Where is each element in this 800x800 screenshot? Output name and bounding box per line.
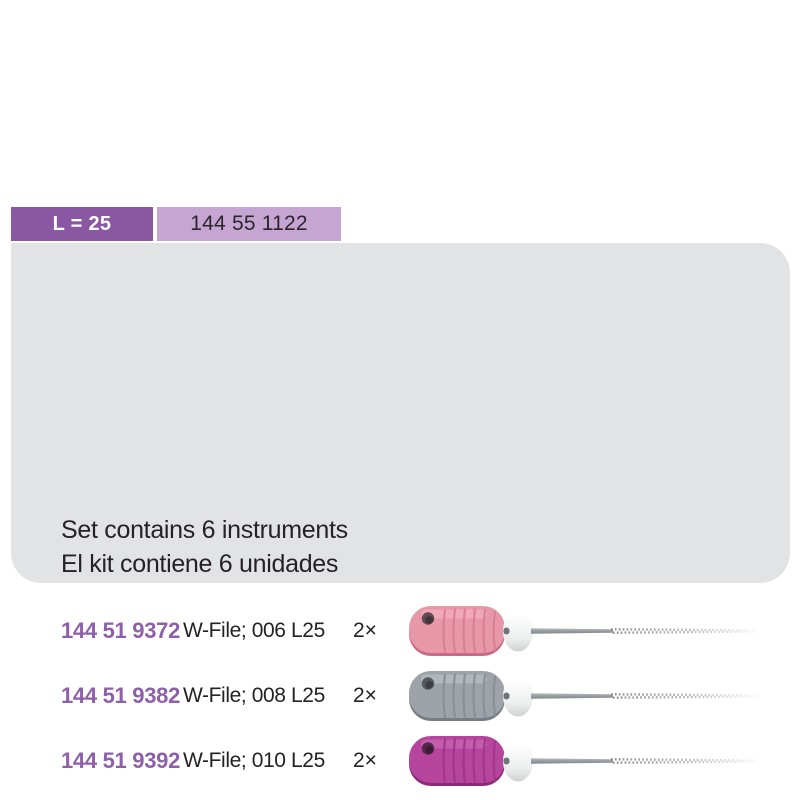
- set-description-es: El kit contiene 6 unidades: [61, 550, 339, 578]
- product-code: 144 51 9372: [61, 618, 181, 643]
- product-row: 144 51 9372 W-File; 006 L25 2×: [61, 603, 785, 659]
- product-quantity: 2×: [353, 619, 377, 642]
- silicone-stop: [503, 675, 533, 717]
- set-description: Set contains 6 instruments El kit contie…: [61, 513, 348, 581]
- order-number: 144 55 1122: [190, 212, 308, 235]
- handle-ridges: [442, 608, 497, 654]
- product-quantity: 2×: [353, 749, 377, 772]
- handle-hole: [421, 742, 435, 755]
- file-handle: [409, 736, 505, 786]
- set-description-en: Set contains 6 instruments: [61, 516, 348, 544]
- product-row: 144 51 9392 W-File; 010 L25 2×: [61, 733, 785, 789]
- stop-slot: [503, 627, 510, 635]
- silicone-stop: [503, 740, 533, 782]
- stop-slot: [503, 757, 510, 765]
- product-header: L = 25 144 55 1122: [11, 207, 341, 241]
- length-badge: L = 25: [11, 207, 153, 241]
- file-shaft: [531, 758, 613, 764]
- product-code: 144 51 9382: [61, 683, 181, 708]
- handle-ridges: [442, 673, 497, 719]
- product-row: 144 51 9382 W-File; 008 L25 2×: [61, 668, 785, 724]
- product-description: W-File; 010 L25: [183, 749, 325, 772]
- instrument-image: [409, 671, 760, 721]
- product-quantity: 2×: [353, 684, 377, 707]
- instrument-image: [409, 736, 760, 786]
- file-shaft: [531, 693, 613, 699]
- stop-slot: [503, 692, 510, 700]
- product-description: W-File; 008 L25: [183, 684, 325, 707]
- file-handle: [409, 606, 505, 656]
- length-label: L = 25: [52, 212, 112, 235]
- silicone-stop: [503, 610, 533, 652]
- handle-hole: [421, 612, 435, 625]
- file-handle: [409, 671, 505, 721]
- handle-hole: [421, 677, 435, 690]
- file-spiral-tip: [610, 628, 760, 634]
- order-number-badge: 144 55 1122: [157, 207, 341, 241]
- file-spiral-tip: [610, 693, 760, 699]
- set-panel: Set contains 6 instruments El kit contie…: [11, 243, 790, 786]
- product-description: W-File; 006 L25: [183, 619, 325, 642]
- instrument-image: [409, 606, 760, 656]
- file-spiral-tip: [610, 758, 760, 764]
- file-shaft: [531, 628, 613, 634]
- handle-ridges: [442, 738, 497, 784]
- product-code: 144 51 9392: [61, 748, 181, 773]
